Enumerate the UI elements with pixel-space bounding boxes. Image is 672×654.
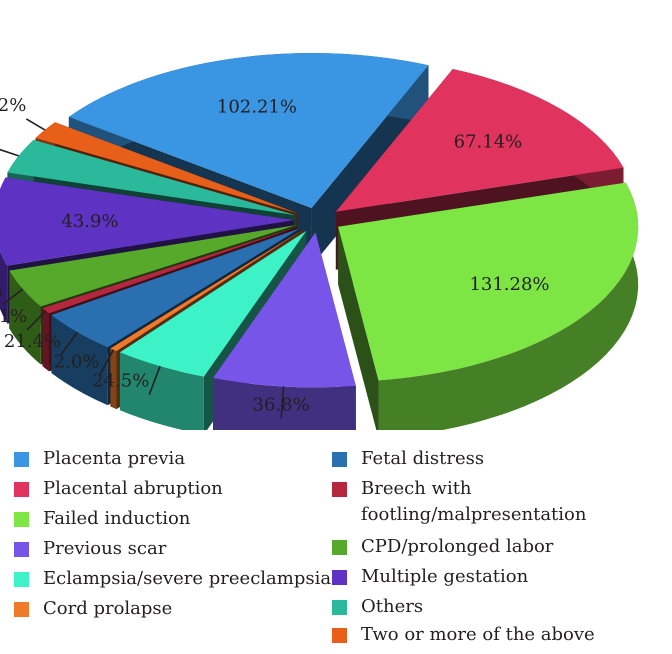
value-label-eclampsia-severe-preeclampsia: 24.5% bbox=[92, 371, 149, 392]
legend-label: Eclampsia/severe preeclampsia bbox=[43, 568, 332, 589]
legend-swatch bbox=[14, 482, 29, 497]
leader-line bbox=[25, 118, 46, 131]
legend-label: Others bbox=[361, 596, 424, 617]
legend-swatch bbox=[14, 602, 29, 617]
slice-multiple-gestation bbox=[0, 177, 295, 266]
slice-breech-with-footling-malpresentation bbox=[42, 226, 298, 314]
slice-placenta-previa bbox=[68, 53, 429, 209]
value-label-fetal-distress: 21.4% bbox=[4, 331, 61, 352]
slice-others bbox=[7, 139, 296, 216]
slice-cpd-prolonged-labor bbox=[9, 225, 297, 307]
slice-side-eclampsia-severe-preeclampsia bbox=[119, 352, 204, 430]
legend-swatch bbox=[332, 452, 347, 467]
value-label-placental-abruption: 67.14% bbox=[454, 131, 523, 152]
slice-previous-scar bbox=[213, 232, 356, 388]
legend-label: Breech with footling/malpresentation bbox=[361, 478, 587, 525]
legend-label: Cord prolapse bbox=[43, 598, 173, 619]
legend-swatch bbox=[332, 600, 347, 615]
slice-fetal-distress bbox=[51, 228, 301, 348]
legend-item-placental-abruption: Placental abruption bbox=[14, 476, 223, 502]
legend-label: CPD/prolonged labor bbox=[361, 536, 554, 557]
value-label-cord-prolapse: 2.0% bbox=[54, 352, 100, 373]
legend-item-failed-induction: Failed induction bbox=[14, 506, 190, 532]
legend-label: Multiple gestation bbox=[361, 566, 529, 587]
pie-chart: 102.21% 67.14% 131.28% 36.8% 24.5%2.0%21.4% 3… bbox=[0, 53, 639, 430]
legend-item-breech: Breech with footling/malpresentation bbox=[332, 476, 586, 528]
slice-eclampsia-severe-preeclampsia bbox=[119, 230, 307, 377]
leader-line bbox=[280, 386, 285, 419]
slice-side-failed-induction bbox=[378, 182, 639, 430]
leader-line bbox=[98, 349, 115, 376]
value-label-cpd-prolonged-labor: 19.4% bbox=[0, 281, 3, 302]
slice-wall-failed-induction bbox=[338, 226, 379, 430]
value-label-multiple-gestation: 43.9% bbox=[61, 211, 118, 232]
legend-swatch bbox=[14, 452, 29, 467]
legend-item-fetal-distress: Fetal distress bbox=[332, 446, 484, 472]
legend-swatch bbox=[332, 628, 347, 643]
legend-label: Previous scar bbox=[43, 538, 167, 559]
slice-side-cord-prolapse bbox=[110, 348, 117, 410]
slice-side-previous-scar bbox=[213, 378, 356, 430]
pie-top-layer bbox=[0, 53, 639, 388]
legend-item-cpd-prolonged-labor: CPD/prolonged labor bbox=[332, 534, 553, 560]
legend-swatch bbox=[14, 572, 29, 587]
legend-swatch bbox=[14, 512, 29, 527]
legend-item-others: Others bbox=[332, 594, 423, 620]
slice-cord-prolapse bbox=[110, 229, 303, 352]
leader-line bbox=[148, 365, 161, 395]
chart-legend: Placenta previa Placental abruption Fail… bbox=[0, 440, 672, 654]
legend-label: Fetal distress bbox=[361, 448, 485, 469]
value-label-placenta-previa: 102.21% bbox=[217, 97, 297, 118]
leader-line bbox=[0, 148, 19, 157]
slice-two-or-more-of-the-above bbox=[35, 122, 298, 214]
legend-item-multiple-gestation: Multiple gestation bbox=[332, 564, 528, 590]
slice-side-breech-with-footling-malpresentation bbox=[42, 308, 50, 372]
slice-placental-abruption bbox=[335, 68, 624, 212]
legend-label: Placenta previa bbox=[43, 448, 186, 469]
pie-label-layer: 102.21% 67.14% 131.28% 36.8% 24.5%2.0%21.4% 3… bbox=[0, 95, 550, 419]
value-label-failed-induction: 131.28% bbox=[469, 274, 549, 295]
legend-swatch bbox=[332, 570, 347, 585]
slice-failed-induction bbox=[338, 182, 639, 381]
legend-item-placenta-previa: Placenta previa bbox=[14, 446, 185, 472]
legend-swatch bbox=[332, 482, 347, 497]
legend-item-eclampsia: Eclampsia/severe preeclampsia bbox=[14, 566, 331, 592]
leader-line bbox=[60, 331, 79, 356]
legend-swatch bbox=[332, 540, 347, 555]
legend-label: Failed induction bbox=[43, 508, 191, 529]
value-label-previous-scar: 36.8% bbox=[253, 394, 310, 415]
leader-line bbox=[2, 288, 24, 306]
legend-item-cord-prolapse: Cord prolapse bbox=[14, 596, 172, 622]
slice-side-fetal-distress bbox=[51, 314, 108, 406]
value-label-two-or-more-of-the-above: 9.2% bbox=[0, 95, 26, 116]
legend-swatch bbox=[14, 542, 29, 557]
leader-line bbox=[26, 310, 47, 331]
legend-item-two-or-more: Two or more of the above bbox=[332, 622, 595, 648]
value-label-breech-with-footling-malpresentation: 3.1% bbox=[0, 306, 27, 327]
legend-item-previous-scar: Previous scar bbox=[14, 536, 166, 562]
legend-label: Placental abruption bbox=[43, 478, 223, 499]
legend-label: Two or more of the above bbox=[361, 624, 595, 645]
